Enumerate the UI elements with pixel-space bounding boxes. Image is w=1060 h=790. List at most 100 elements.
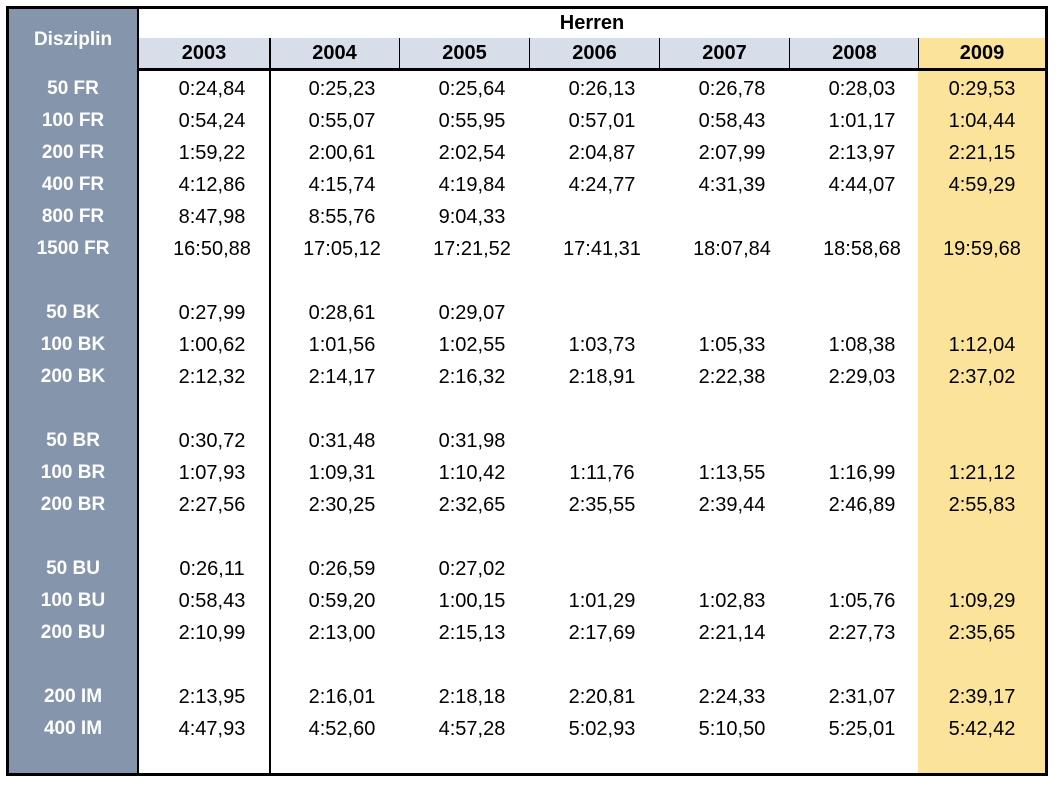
time-cell: 17:41,31: [563, 237, 641, 260]
discipline-label: 200 BR: [40, 494, 106, 515]
time-cell: 0:57,01: [568, 109, 636, 132]
time-cell: 0:28,61: [308, 301, 376, 324]
time-cell: [537, 649, 667, 681]
time-cell: [407, 265, 537, 297]
time-cell: [917, 201, 1045, 233]
time-cell: [667, 297, 797, 329]
year-header-2009: 2009: [918, 38, 1045, 68]
time-cell: 2:16,01: [308, 685, 376, 708]
time-cell: [147, 265, 277, 297]
time-cell: 0:27,02: [438, 557, 506, 580]
time-cell: 0:31,98: [438, 429, 506, 452]
time-cell: [667, 553, 797, 585]
discipline-column: [9, 9, 139, 773]
time-cell: 1:09,29: [948, 589, 1016, 612]
time-table: Disziplin Herren 2003 2004 2005 2006 2007 200…: [6, 6, 1048, 776]
time-cell: 1:00,15: [438, 589, 506, 612]
time-cell: 4:15,74: [308, 173, 376, 196]
year-header-2008: 2008: [789, 38, 919, 68]
time-cell: 5:25,01: [828, 717, 896, 740]
time-cell: [667, 393, 797, 425]
table-row: 200 BK 2:12,32 2:14,17 2:16,32 2:18,91 2:22,3…: [9, 361, 1045, 393]
time-cell: [667, 521, 797, 553]
time-cell: 4:31,39: [698, 173, 766, 196]
time-cell: 1:10,42: [438, 461, 506, 484]
time-cell: 18:58,68: [823, 237, 901, 260]
time-cell: 9:04,33: [438, 205, 506, 228]
discipline-label: 1500 FR: [36, 238, 110, 259]
time-cell: 2:10,99: [178, 621, 246, 644]
time-cell: [917, 553, 1045, 585]
table-row: 200 BR 2:27,56 2:30,25 2:32,65 2:35,55 2:39,4…: [9, 489, 1045, 521]
time-cell: 1:09,31: [308, 461, 376, 484]
time-cell: [797, 297, 927, 329]
time-cell: 0:28,03: [828, 77, 896, 100]
time-cell: 17:05,12: [303, 237, 381, 260]
time-cell: 16:50,88: [173, 237, 251, 260]
time-cell: 19:59,68: [943, 237, 1021, 260]
time-cell: [917, 297, 1045, 329]
time-cell: 2:18,91: [568, 365, 636, 388]
time-cell: 2:31,07: [828, 685, 896, 708]
time-cell: 0:25,64: [438, 77, 506, 100]
discipline-label: 100 BR: [40, 462, 106, 483]
discipline-label: 200 BK: [40, 366, 106, 387]
time-cell: [797, 265, 927, 297]
year-header-2004: 2004: [269, 38, 399, 68]
time-cell: 4:44,07: [828, 173, 896, 196]
time-cell: 0:58,43: [178, 589, 246, 612]
time-cell: 2:55,83: [948, 493, 1016, 516]
time-cell: 2:15,13: [438, 621, 506, 644]
time-cell: 0:58,43: [698, 109, 766, 132]
time-cell: 8:47,98: [178, 205, 246, 228]
spacer-row: [9, 649, 1045, 681]
discipline-label: 100 BU: [40, 590, 106, 611]
time-cell: 1:59,22: [178, 141, 246, 164]
time-cell: 2:27,73: [828, 621, 896, 644]
time-cell: 4:57,28: [438, 717, 506, 740]
table-row: 100 BU 0:58,43 0:59,20 1:00,15 1:01,29 1:02,8…: [9, 585, 1045, 617]
table-row: 100 BK 1:00,62 1:01,56 1:02,55 1:03,73 1:05,3…: [9, 329, 1045, 361]
time-cell: 2:17,69: [568, 621, 636, 644]
discipline-label: 50 BK: [46, 302, 100, 323]
time-cell: [277, 649, 407, 681]
discipline-label: 200 BU: [40, 622, 106, 643]
discipline-label: 50 BU: [46, 558, 100, 579]
time-cell: 0:29,07: [438, 301, 506, 324]
time-cell: 5:42,42: [948, 717, 1016, 740]
year-header-row: 2003 2004 2005 2006 2007 2008 2009: [139, 38, 1045, 71]
time-cell: 0:24,84: [178, 77, 246, 100]
time-cell: 0:25,23: [308, 77, 376, 100]
time-cell: [917, 649, 1045, 681]
time-cell: 2:21,14: [698, 621, 766, 644]
table-row: 200 BU 2:10,99 2:13,00 2:15,13 2:17,69 2:21,1…: [9, 617, 1045, 649]
time-cell: [537, 201, 667, 233]
time-cell: 2:27,56: [178, 493, 246, 516]
time-cell: 2:21,15: [948, 141, 1016, 164]
table-row: 800 FR 8:47,98 8:55,76 9:04,33: [9, 201, 1045, 233]
time-cell: 4:52,60: [308, 717, 376, 740]
time-cell: 2:39,44: [698, 493, 766, 516]
time-cell: [917, 425, 1045, 457]
discipline-label: 100 FR: [41, 110, 105, 131]
time-cell: 0:26,11: [179, 557, 245, 580]
time-cell: 2:46,89: [828, 493, 896, 516]
time-cell: [147, 521, 277, 553]
time-cell: 0:26,13: [568, 77, 636, 100]
time-cell: 1:00,62: [178, 333, 246, 356]
time-cell: [667, 265, 797, 297]
time-cell: 2:24,33: [698, 685, 766, 708]
time-cell: 17:21,52: [433, 237, 511, 260]
discipline-header: Disziplin: [33, 29, 113, 50]
time-cell: [797, 521, 927, 553]
discipline-label: 400 IM: [43, 718, 103, 739]
table-row: 1500 FR 16:50,88 17:05,12 17:21,52 17:41,31 1…: [9, 233, 1045, 265]
time-cell: [797, 425, 927, 457]
time-cell: 1:12,04: [948, 333, 1016, 356]
time-cell: 2:00,61: [308, 141, 376, 164]
discipline-label: 200 IM: [43, 686, 103, 707]
time-cell: 0:30,72: [178, 429, 246, 452]
time-cell: 1:05,76: [828, 589, 896, 612]
year-header-2007: 2007: [659, 38, 789, 68]
time-cell: 1:21,12: [948, 461, 1016, 484]
